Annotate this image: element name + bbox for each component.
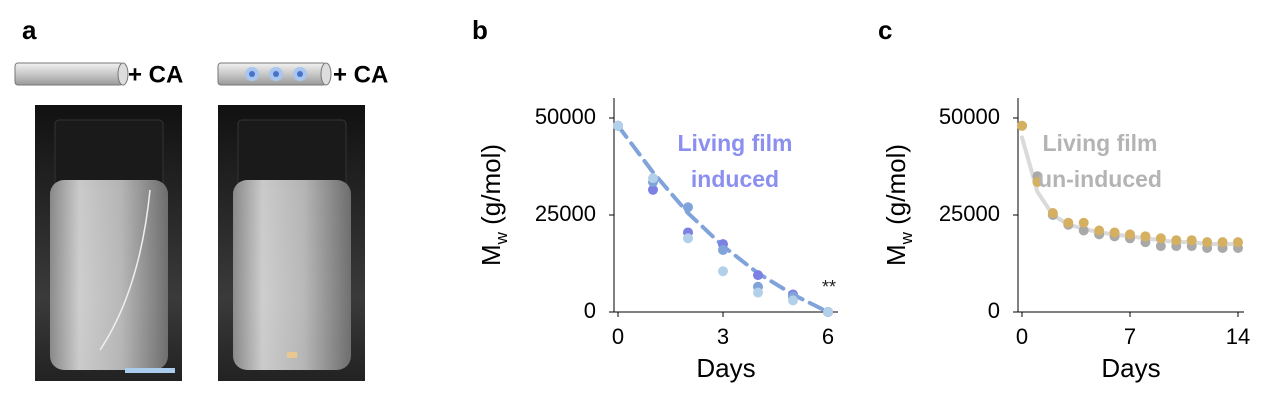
data-point — [753, 270, 763, 281]
y-axis-label-part: M — [881, 244, 911, 266]
data-point — [1078, 217, 1089, 228]
data-point — [1047, 208, 1058, 219]
data-point — [1032, 177, 1043, 188]
panel-label: b — [472, 15, 488, 45]
x-tick-label: 0 — [612, 324, 624, 349]
x-axis-label: Days — [696, 353, 755, 383]
data-point — [683, 202, 693, 213]
data-point — [1202, 237, 1213, 248]
annotation: induced — [691, 166, 779, 192]
y-axis-label-part: w — [897, 231, 916, 245]
y-axis-label: Mw (g/mol) — [476, 144, 511, 266]
data-point — [648, 173, 658, 184]
x-tick-label: 14 — [1226, 324, 1250, 349]
y-tick-label: 50000 — [939, 104, 1000, 129]
data-point — [1186, 235, 1197, 246]
rod-plain — [14, 62, 129, 86]
annotation: Living film — [1043, 130, 1158, 156]
y-axis-label-part: w — [492, 231, 511, 245]
data-point — [683, 233, 693, 244]
data-point — [1017, 120, 1027, 131]
x-tick-label: 6 — [822, 324, 834, 349]
data-point — [718, 266, 728, 277]
data-point — [753, 287, 763, 298]
data-point — [648, 184, 658, 195]
panel-label: c — [878, 15, 892, 45]
data-point — [823, 307, 833, 317]
x-tick-label: 7 — [1124, 324, 1136, 349]
rod-living — [217, 62, 332, 86]
x-axis-label: Days — [1101, 353, 1160, 383]
data-point — [1217, 237, 1228, 248]
y-axis-label: Mw (g/mol) — [881, 144, 916, 266]
y-axis-label-part: (g/mol) — [881, 144, 911, 232]
data-point — [1155, 233, 1166, 244]
y-tick-label: 50000 — [535, 104, 596, 129]
panel-label: a — [22, 15, 37, 45]
y-axis-label-part: (g/mol) — [476, 144, 506, 232]
data-point — [1171, 235, 1182, 246]
data-point — [1155, 241, 1166, 252]
annotation: un-induced — [1038, 166, 1162, 192]
x-tick-label: 0 — [1016, 324, 1028, 349]
data-point — [613, 120, 623, 131]
data-point — [1094, 225, 1105, 236]
y-tick-label: 0 — [988, 298, 1000, 323]
photo-vial — [35, 105, 182, 381]
data-point — [1233, 237, 1243, 248]
annotation: Living film — [678, 130, 793, 156]
y-tick-label: 0 — [584, 298, 596, 323]
y-tick-label: 25000 — [939, 201, 1000, 226]
y-axis-label-part: M — [476, 244, 506, 266]
data-point — [788, 295, 798, 306]
data-point — [718, 244, 728, 255]
data-point — [1125, 229, 1135, 240]
data-point — [1078, 225, 1089, 236]
data-point — [1063, 217, 1074, 228]
photo-vial — [218, 105, 365, 381]
x-tick-label: 3 — [717, 324, 729, 349]
significance: ** — [822, 277, 836, 297]
y-tick-label: 25000 — [535, 201, 596, 226]
data-point — [1140, 231, 1151, 242]
reagent-label: + CA — [333, 61, 388, 88]
data-point — [1109, 227, 1120, 238]
reagent-label: + CA — [128, 61, 183, 88]
